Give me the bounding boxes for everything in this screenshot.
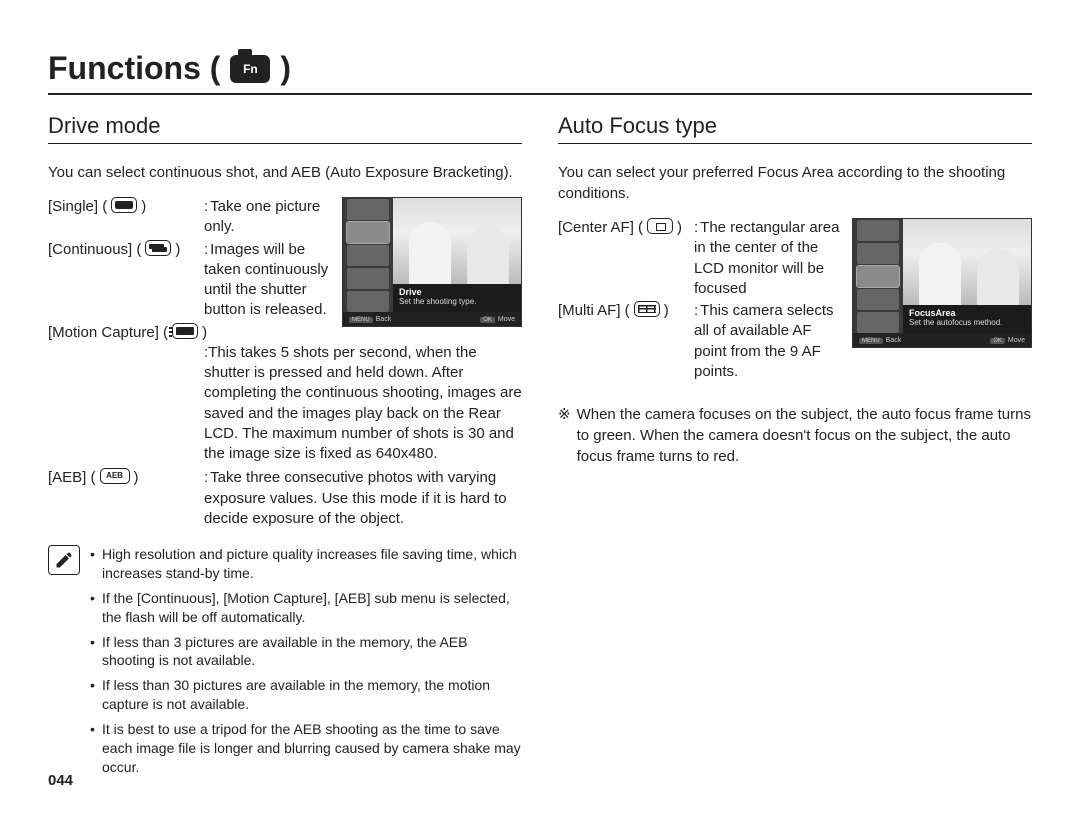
multi-af-icon bbox=[634, 301, 660, 317]
drive-mode-heading: Drive mode bbox=[48, 113, 522, 144]
center-af-label: [Center AF] ( bbox=[558, 218, 643, 238]
aeb-icon: AEB bbox=[100, 468, 130, 484]
note-item: High resolution and picture quality incr… bbox=[90, 545, 522, 583]
autofocus-intro: You can select your preferred Focus Area… bbox=[558, 162, 1032, 204]
center-af-desc: The rectangular area in the center of th… bbox=[694, 219, 839, 297]
left-column: Drive mode You can select continuous sho… bbox=[48, 113, 522, 783]
motion-label: [Motion Capture] ( bbox=[48, 323, 168, 343]
lcd-panel-subtitle: Set the autofocus method. bbox=[909, 318, 1025, 327]
ok-btn: OK bbox=[990, 338, 1005, 344]
multi-af-desc: This camera selects all of available AF … bbox=[694, 302, 834, 380]
two-column-layout: Drive mode You can select continuous sho… bbox=[48, 113, 1032, 783]
pencil-note-icon bbox=[54, 550, 74, 570]
multi-af-close: ) bbox=[664, 301, 669, 321]
notes-list: High resolution and picture quality incr… bbox=[90, 545, 522, 783]
def-single: [Single] ( ) :Take one picture only. bbox=[48, 197, 334, 238]
motion-desc-block: :This takes 5 shots per second, when the… bbox=[48, 343, 522, 465]
lcd-footer: MENUBack OKMove bbox=[853, 333, 1031, 347]
aeb-desc: Take three consecutive photos with varyi… bbox=[204, 469, 507, 527]
single-close: ) bbox=[141, 197, 146, 217]
motion-icon bbox=[172, 323, 198, 339]
lcd-sidebar bbox=[343, 198, 393, 326]
motion-desc: This takes 5 shots per second, when the … bbox=[204, 344, 522, 462]
notes-block: High resolution and picture quality incr… bbox=[48, 545, 522, 783]
menu-btn: MENU bbox=[859, 338, 883, 344]
title-prefix: Functions ( bbox=[48, 50, 220, 87]
lcd-sidebar bbox=[853, 219, 903, 347]
def-multi-af: [Multi AF] ( ) :This camera selects all … bbox=[558, 301, 844, 382]
def-aeb: [AEB] ( AEB ) :Take three consecutive ph… bbox=[48, 468, 522, 529]
note-item: If less than 3 pictures are available in… bbox=[90, 633, 522, 671]
title-suffix: ) bbox=[280, 50, 291, 87]
reference-mark-icon: ※ bbox=[558, 404, 571, 467]
autofocus-heading: Auto Focus type bbox=[558, 113, 1032, 144]
lcd-photo bbox=[391, 198, 521, 284]
lcd-panel: Drive Set the shooting type. bbox=[393, 284, 521, 314]
lcd-photo bbox=[901, 219, 1031, 305]
lcd-panel-title: FocusArea bbox=[909, 308, 1025, 318]
lcd-panel-subtitle: Set the shooting type. bbox=[399, 297, 515, 306]
note-icon bbox=[48, 545, 80, 575]
lcd-panel: FocusArea Set the autofocus method. bbox=[903, 305, 1031, 335]
menu-btn: MENU bbox=[349, 317, 373, 323]
lcd-back: Back bbox=[886, 337, 902, 344]
autofocus-body: FocusArea Set the autofocus method. MENU… bbox=[558, 218, 1032, 382]
af-note: ※ When the camera focuses on the subject… bbox=[558, 404, 1032, 467]
lcd-back: Back bbox=[376, 316, 392, 323]
motion-close: ) bbox=[202, 323, 207, 343]
lcd-move: Move bbox=[498, 316, 515, 323]
fn-label: Fn bbox=[243, 62, 258, 76]
single-icon bbox=[111, 197, 137, 213]
single-desc: Take one picture only. bbox=[204, 198, 320, 235]
drive-lcd-preview: Drive Set the shooting type. MENUBack OK… bbox=[342, 197, 522, 327]
def-center-af: [Center AF] ( ) :The rectangular area in… bbox=[558, 218, 844, 299]
multi-af-label: [Multi AF] ( bbox=[558, 301, 630, 321]
page-title: Functions ( Fn ) bbox=[48, 50, 1032, 95]
drive-mode-body: Drive Set the shooting type. MENUBack OK… bbox=[48, 197, 522, 529]
lcd-move: Move bbox=[1008, 337, 1025, 344]
af-note-text: When the camera focuses on the subject, … bbox=[577, 404, 1032, 467]
ok-btn: OK bbox=[480, 317, 495, 323]
def-continuous: [Continuous] ( ) :Images will be taken c… bbox=[48, 240, 334, 321]
lcd-panel-title: Drive bbox=[399, 287, 515, 297]
aeb-close: ) bbox=[134, 468, 139, 488]
center-af-icon bbox=[647, 218, 673, 234]
note-item: It is best to use a tripod for the AEB s… bbox=[90, 720, 522, 777]
continuous-icon bbox=[145, 240, 171, 256]
drive-mode-intro: You can select continuous shot, and AEB … bbox=[48, 162, 522, 183]
continuous-close: ) bbox=[175, 240, 180, 260]
page-number: 044 bbox=[48, 772, 73, 789]
note-item: If the [Continuous], [Motion Capture], [… bbox=[90, 589, 522, 627]
camera-fn-icon: Fn bbox=[230, 55, 270, 83]
aeb-label: [AEB] ( bbox=[48, 468, 96, 488]
continuous-label: [Continuous] ( bbox=[48, 240, 141, 260]
af-lcd-preview: FocusArea Set the autofocus method. MENU… bbox=[852, 218, 1032, 348]
lcd-footer: MENUBack OKMove bbox=[343, 312, 521, 326]
right-column: Auto Focus type You can select your pref… bbox=[558, 113, 1032, 783]
center-af-close: ) bbox=[677, 218, 682, 238]
continuous-desc: Images will be taken continuously until … bbox=[204, 241, 328, 319]
single-label: [Single] ( bbox=[48, 197, 107, 217]
def-motion: [Motion Capture] ( ) bbox=[48, 323, 334, 343]
note-item: If less than 30 pictures are available i… bbox=[90, 676, 522, 714]
